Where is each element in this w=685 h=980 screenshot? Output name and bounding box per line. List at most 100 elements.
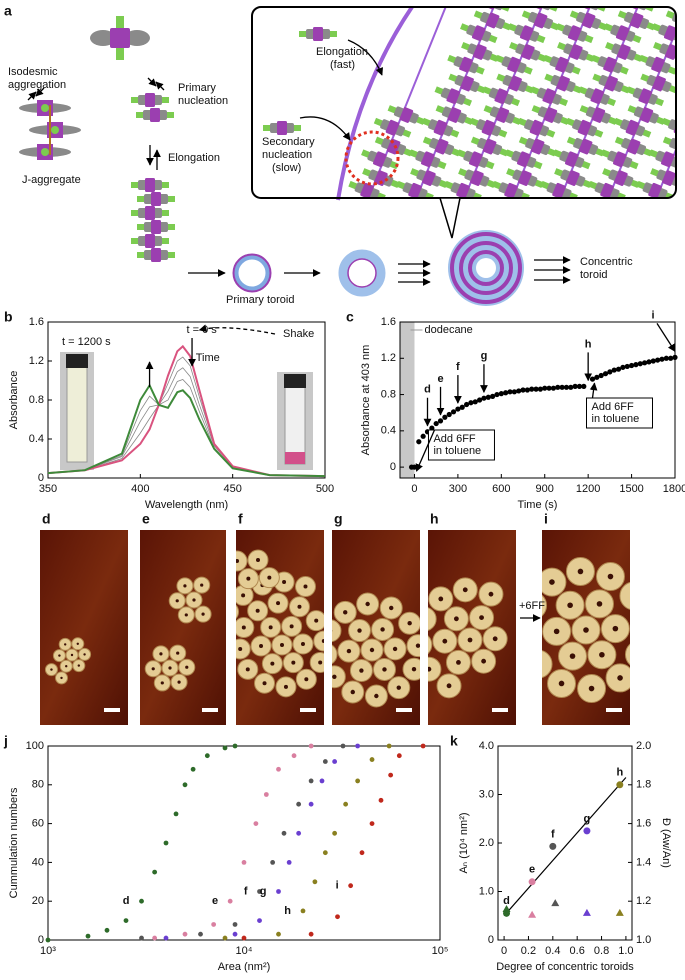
panel-label: g — [334, 511, 343, 527]
series-label: h — [284, 905, 291, 917]
afm-image — [428, 530, 516, 725]
data-point — [420, 433, 426, 439]
scale-bar — [606, 708, 622, 712]
panel-label: f — [238, 511, 243, 527]
data-point — [355, 778, 361, 784]
series-label: g — [260, 885, 267, 897]
toroid-hole — [303, 584, 308, 589]
equilibrium-arrow — [147, 77, 157, 87]
toroid — [428, 607, 437, 631]
y-tick-label: 0.8 — [381, 388, 396, 400]
y-axis-label: Absorbance at 403 nm — [360, 345, 372, 456]
data-point — [615, 366, 622, 372]
toroid — [428, 656, 442, 682]
data-point — [568, 384, 574, 390]
y-tick-label: 0 — [38, 934, 44, 946]
toroid-hole — [176, 651, 180, 655]
label: toroid — [580, 269, 608, 281]
toroid-hole — [185, 665, 189, 669]
y-tick-label: 1.6 — [381, 316, 396, 328]
sample-label: e — [437, 373, 443, 385]
toroid-hole — [549, 579, 555, 585]
data-point — [227, 898, 233, 904]
x-tick-label: 600 — [492, 483, 510, 495]
data-point — [308, 743, 314, 749]
sample-label: d — [424, 384, 431, 396]
note-box — [586, 397, 653, 429]
data-point — [633, 362, 639, 368]
series-label: f — [244, 885, 248, 897]
panel-label: i — [544, 511, 548, 527]
sample-label: g — [481, 350, 488, 362]
toroid-hole — [374, 693, 379, 699]
data-point — [572, 383, 578, 389]
fit-line — [503, 777, 627, 917]
toroid-hole — [270, 661, 275, 666]
data-point — [494, 391, 500, 398]
data-point — [322, 850, 328, 856]
plot-frame — [497, 745, 633, 941]
data-point — [628, 362, 635, 369]
data-point — [559, 384, 565, 390]
y2-tick-label: 1.6 — [636, 818, 651, 830]
y2-tick-label: 1.8 — [636, 779, 651, 791]
toroid — [624, 643, 630, 666]
elongated-stack — [131, 178, 175, 262]
toroid-hole — [63, 643, 67, 646]
molecule — [587, 195, 629, 198]
data-point — [182, 931, 188, 937]
data-point — [204, 753, 210, 759]
data-point — [642, 360, 648, 366]
data-point — [516, 388, 522, 394]
toroid-hole — [642, 622, 648, 628]
data-point — [646, 359, 652, 365]
fiber — [490, 7, 609, 198]
toroid-hole — [175, 599, 179, 603]
x-tick-label: 300 — [449, 483, 467, 495]
data-point — [152, 935, 158, 941]
nucleus — [131, 93, 174, 122]
panel-label: e — [142, 511, 150, 527]
data-point — [319, 778, 325, 784]
data-point — [528, 878, 536, 886]
panel-label: h — [430, 511, 439, 527]
data-point — [481, 395, 487, 401]
y-tick-label: 0 — [38, 472, 44, 484]
toroid-hole — [70, 653, 74, 657]
toroid-hole — [343, 610, 348, 615]
toroid-hole — [583, 627, 589, 633]
label: nucleation — [178, 95, 228, 107]
toroid-hole — [396, 685, 401, 690]
data-point — [624, 363, 630, 370]
data-point — [378, 797, 384, 803]
monomer — [90, 16, 150, 60]
x-tick-label: 450 — [223, 483, 241, 495]
x-tick-label: 0.6 — [570, 945, 585, 957]
x-tick-label: 900 — [536, 483, 554, 495]
data-point — [507, 389, 513, 395]
note: Add 6FF — [433, 433, 475, 445]
molecule — [635, 195, 676, 198]
equilibrium-arrow — [35, 87, 45, 97]
afm-image — [513, 530, 648, 725]
y-tick-label: 3.0 — [479, 788, 494, 800]
x-tick-label: 1500 — [619, 483, 643, 495]
data-point — [529, 386, 535, 392]
data-point — [222, 935, 228, 941]
toroid-hole — [357, 628, 362, 633]
toroid-hole — [365, 601, 370, 607]
toroid-hole — [596, 601, 603, 607]
sample-label: h — [585, 338, 592, 350]
toroid-hole — [282, 580, 287, 585]
scale-bar — [104, 708, 120, 712]
toroid-hole — [389, 605, 394, 611]
toroid — [513, 622, 541, 650]
y-tick-label: 0 — [488, 934, 494, 946]
toroid — [313, 630, 324, 652]
data-point — [190, 766, 196, 772]
toroid-hole — [280, 643, 284, 647]
y2-tick-label: 1.2 — [636, 895, 651, 907]
toroid-hole — [481, 658, 487, 664]
data-point — [472, 399, 478, 405]
data-point — [655, 357, 661, 363]
